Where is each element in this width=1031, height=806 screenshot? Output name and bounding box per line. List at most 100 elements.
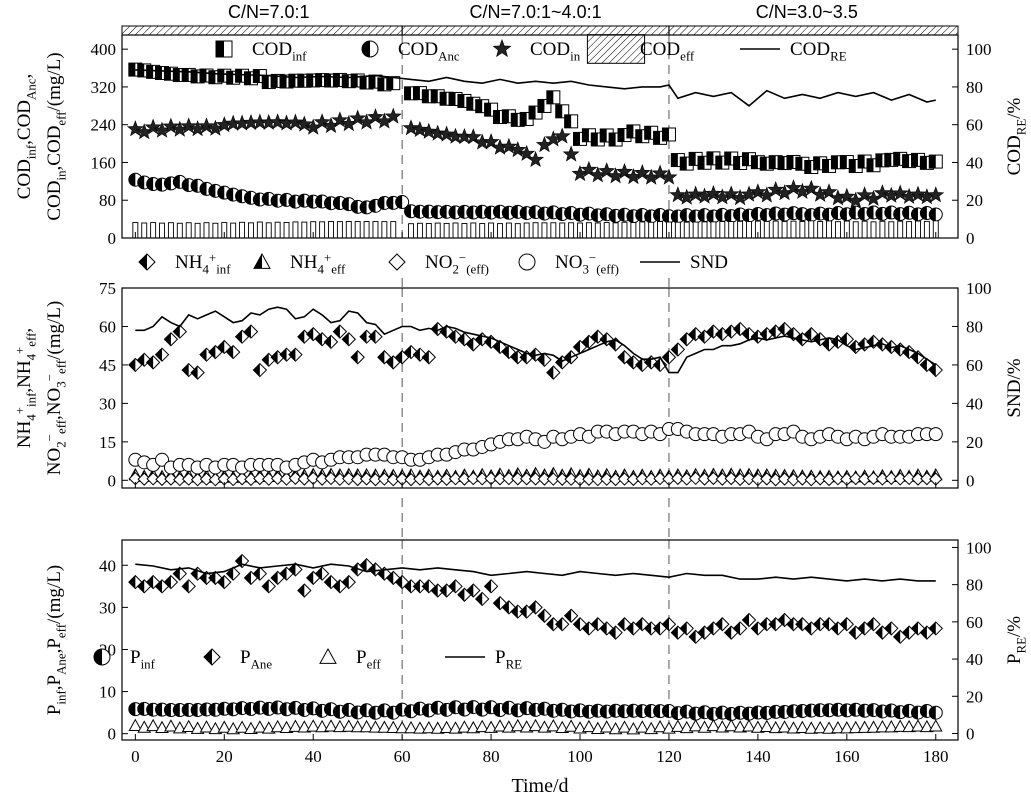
bar-mark [790, 220, 797, 239]
point-mark [509, 141, 527, 158]
y2-tick-label: 100 [966, 538, 992, 557]
point-mark [518, 144, 536, 161]
point-mark [297, 583, 312, 598]
legend-label: CODinf [252, 39, 307, 64]
legend-label: CODAnc [398, 39, 460, 64]
point-mark [615, 162, 633, 180]
point-mark [163, 332, 179, 347]
point-mark [715, 720, 730, 733]
point-mark [608, 625, 623, 640]
bar-mark [728, 221, 735, 239]
series-PRE [135, 563, 936, 582]
point-mark [884, 621, 899, 636]
point-mark [633, 164, 651, 181]
point-mark [928, 207, 943, 222]
point-mark [323, 334, 339, 350]
point-mark [928, 621, 943, 636]
point-mark [849, 471, 863, 486]
y2-tick-label: 20 [966, 433, 983, 452]
point-mark [795, 472, 810, 486]
bar-mark [479, 223, 486, 239]
point-mark [279, 720, 294, 734]
point-mark [546, 365, 561, 380]
point-mark [199, 472, 214, 486]
point-mark [562, 145, 580, 162]
point-mark [537, 472, 552, 486]
bar-mark [923, 220, 930, 239]
point-mark [918, 188, 936, 205]
point-mark [875, 719, 890, 733]
bar-mark [167, 222, 174, 239]
point-mark [395, 720, 409, 734]
point-mark [706, 718, 721, 732]
y-axis-title: NH4+inf,NH4+eff, [12, 328, 39, 448]
bar-mark [603, 222, 610, 239]
legend-item: CODin [492, 38, 581, 64]
point-mark [537, 720, 552, 733]
bar-mark [781, 221, 788, 239]
point-mark [599, 207, 614, 222]
y-axis-title: CODin,CODeff/(mg/L) [44, 52, 69, 220]
point-mark [394, 350, 410, 365]
point-mark [411, 120, 429, 137]
point-mark [784, 179, 802, 196]
y-tick-label: 75 [99, 279, 116, 298]
series-CODRE [135, 69, 936, 107]
point-mark [342, 471, 356, 486]
bar-mark [274, 221, 281, 239]
point-mark [448, 721, 463, 734]
point-mark [421, 720, 436, 734]
point-mark [484, 720, 498, 733]
point-mark [190, 365, 205, 380]
point-mark [902, 719, 916, 733]
y-tick-label: 0 [108, 229, 117, 248]
legend-label: CODeff [640, 39, 695, 64]
bar-mark [185, 222, 192, 239]
legend-item: Peff [319, 647, 381, 672]
point-mark [733, 720, 747, 733]
legend-swatch [518, 253, 536, 271]
point-mark [653, 471, 667, 486]
point-mark [253, 720, 267, 733]
point-mark [928, 719, 943, 732]
point-mark [420, 122, 438, 139]
panel-phosphorus-frame [121, 539, 959, 741]
point-mark [464, 128, 482, 145]
y2-tick-label: 100 [966, 279, 992, 298]
point-mark [412, 204, 427, 219]
series-NO2eff [128, 471, 943, 487]
point-mark [617, 720, 632, 733]
y-tick-label: 240 [91, 116, 117, 135]
point-mark [767, 180, 785, 197]
point-mark [421, 579, 437, 594]
legend-item: CODinf [215, 39, 307, 64]
bar-mark [817, 221, 824, 239]
x-tick-label: 60 [394, 747, 411, 766]
y2-tick-label: 40 [966, 650, 983, 669]
y-tick-label: 40 [99, 556, 116, 575]
point-mark [519, 720, 534, 733]
point-mark [164, 719, 178, 732]
point-mark [199, 720, 214, 733]
point-mark [244, 721, 258, 735]
point-mark [661, 617, 677, 632]
legend-swatch [253, 252, 271, 269]
point-mark [217, 574, 232, 590]
point-mark [333, 719, 347, 733]
bar-mark [283, 221, 290, 239]
point-mark [679, 332, 694, 347]
point-mark [777, 472, 792, 486]
point-mark [572, 617, 588, 632]
bar-mark [550, 222, 557, 239]
legend-swatch [361, 40, 379, 58]
point-mark [181, 579, 196, 594]
legend-label: NO2−(eff) [425, 250, 489, 277]
point-mark [359, 719, 374, 733]
legend-label: CODRE [790, 39, 847, 64]
point-mark [910, 621, 926, 636]
point-mark [243, 324, 259, 339]
legend-swatch [492, 38, 512, 58]
bar-mark [559, 222, 566, 239]
point-mark [786, 721, 801, 734]
bar-mark [763, 220, 770, 239]
